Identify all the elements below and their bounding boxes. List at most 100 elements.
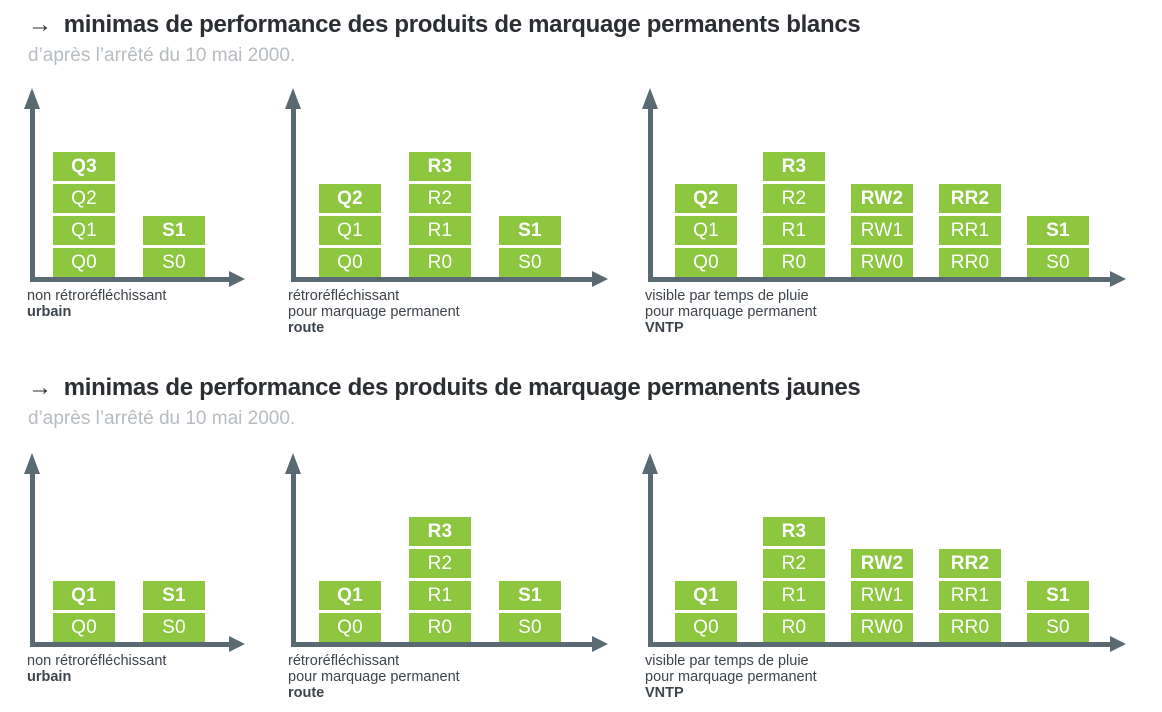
block-R2: R2 <box>409 184 471 213</box>
chart-caption: rétroréfléchissant pour marquage permanen… <box>288 653 460 701</box>
block-Q0: Q0 <box>675 248 737 277</box>
caption-line: rétroréfléchissant <box>288 288 400 304</box>
caption-line: pour marquage permanent <box>645 669 817 685</box>
section-title-text: minimas de performance des produits de m… <box>63 374 861 401</box>
block-Q0: Q0 <box>675 613 737 642</box>
y-axis <box>30 472 35 647</box>
block-RR2: RR2 <box>939 184 1001 213</box>
caption-line: non rétroréfléchissant <box>27 288 167 304</box>
section-subtitle: d’après l’arrêté du 10 mai 2000. <box>28 45 296 66</box>
block-Q3: Q3 <box>53 152 115 181</box>
block-R0: R0 <box>409 248 471 277</box>
chart-caption: visible par temps de pluie pour marquage … <box>645 653 817 701</box>
section-subtitle: d’après l’arrêté du 10 mai 2000. <box>28 408 296 429</box>
block-R1: R1 <box>763 216 825 245</box>
y-axis-arrow-icon <box>24 88 40 109</box>
chart-caption: rétroréfléchissant pour marquage permanen… <box>288 288 460 336</box>
y-axis-arrow-icon <box>24 453 40 474</box>
block-RW0: RW0 <box>851 613 913 642</box>
block-Q1: Q1 <box>319 216 381 245</box>
block-S0: S0 <box>499 248 561 277</box>
block-S1: S1 <box>1027 216 1089 245</box>
section-header-blancs: → minimas de performance des produits de … <box>28 10 861 67</box>
caption-line: pour marquage permanent <box>288 669 460 685</box>
block-RR0: RR0 <box>939 248 1001 277</box>
caption-line: pour marquage permanent <box>288 304 460 320</box>
section-title: → minimas de performance des produits de … <box>28 373 861 403</box>
block-Q1: Q1 <box>319 581 381 610</box>
y-axis <box>291 107 296 282</box>
x-axis <box>30 642 231 647</box>
block-R0: R0 <box>763 248 825 277</box>
chart-caption: non rétroréfléchissant urbain <box>27 653 166 685</box>
x-axis <box>648 642 1112 647</box>
block-R3: R3 <box>409 517 471 546</box>
block-RR0: RR0 <box>939 613 1001 642</box>
block-S0: S0 <box>1027 613 1089 642</box>
block-Q2: Q2 <box>319 184 381 213</box>
caption-line: visible par temps de pluie <box>645 288 809 304</box>
caption-category: urbain <box>27 304 72 320</box>
chart-caption: non rétroréfléchissant urbain <box>27 288 166 320</box>
arrow-right-icon: → <box>28 374 52 401</box>
x-axis-arrow-icon <box>229 271 245 287</box>
x-axis-arrow-icon <box>229 636 245 652</box>
caption-category: urbain <box>27 669 72 685</box>
x-axis-arrow-icon <box>592 271 608 287</box>
block-RR1: RR1 <box>939 581 1001 610</box>
caption-line: visible par temps de pluie <box>645 653 809 669</box>
block-Q1: Q1 <box>53 581 115 610</box>
block-R2: R2 <box>409 549 471 578</box>
block-R3: R3 <box>409 152 471 181</box>
caption-line: non rétroréfléchissant <box>27 653 167 669</box>
caption-category: route <box>288 685 325 701</box>
caption-category: VNTP <box>645 685 684 701</box>
caption-line: rétroréfléchissant <box>288 653 400 669</box>
x-axis <box>291 277 594 282</box>
y-axis <box>30 107 35 282</box>
y-axis-arrow-icon <box>285 453 301 474</box>
caption-category: VNTP <box>645 320 684 336</box>
block-Q1: Q1 <box>675 216 737 245</box>
block-R0: R0 <box>409 613 471 642</box>
block-RW1: RW1 <box>851 216 913 245</box>
section-title-text: minimas de performance des produits de m… <box>63 11 861 38</box>
block-S1: S1 <box>143 216 205 245</box>
block-Q1: Q1 <box>53 216 115 245</box>
y-axis-arrow-icon <box>642 88 658 109</box>
x-axis <box>291 642 594 647</box>
y-axis-arrow-icon <box>285 88 301 109</box>
block-RR2: RR2 <box>939 549 1001 578</box>
section-title: → minimas de performance des produits de … <box>28 10 861 40</box>
block-R2: R2 <box>763 549 825 578</box>
block-Q1: Q1 <box>675 581 737 610</box>
y-axis <box>648 472 653 647</box>
block-RW2: RW2 <box>851 184 913 213</box>
block-S0: S0 <box>143 613 205 642</box>
block-S0: S0 <box>1027 248 1089 277</box>
x-axis-arrow-icon <box>592 636 608 652</box>
block-S1: S1 <box>1027 581 1089 610</box>
block-R3: R3 <box>763 517 825 546</box>
arrow-right-icon: → <box>28 11 52 38</box>
y-axis <box>648 107 653 282</box>
block-R1: R1 <box>763 581 825 610</box>
block-RW1: RW1 <box>851 581 913 610</box>
block-RR1: RR1 <box>939 216 1001 245</box>
block-Q0: Q0 <box>319 613 381 642</box>
block-R0: R0 <box>763 613 825 642</box>
block-Q0: Q0 <box>53 248 115 277</box>
block-Q2: Q2 <box>53 184 115 213</box>
block-S1: S1 <box>499 216 561 245</box>
block-Q2: Q2 <box>675 184 737 213</box>
caption-category: route <box>288 320 325 336</box>
block-R1: R1 <box>409 216 471 245</box>
y-axis <box>291 472 296 647</box>
x-axis <box>30 277 231 282</box>
chart-caption: visible par temps de pluie pour marquage … <box>645 288 817 336</box>
